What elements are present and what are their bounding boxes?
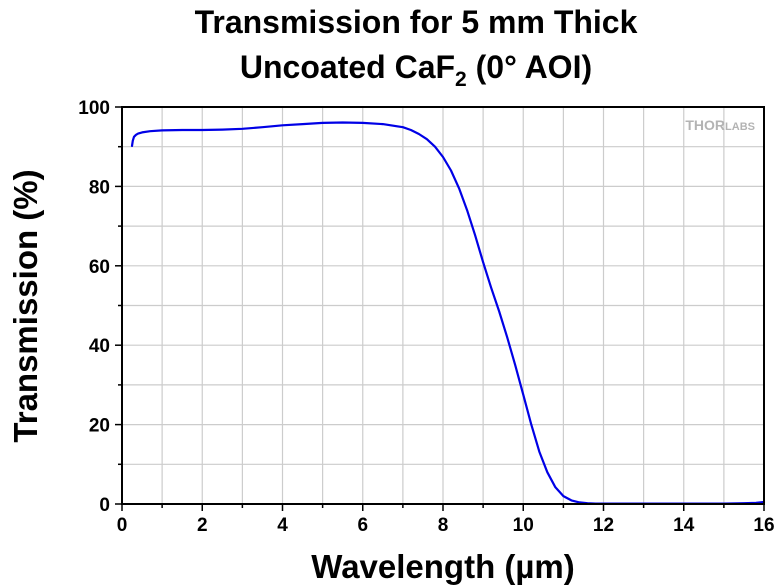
y-axis-label: Transmission (%) (7, 169, 44, 442)
x-tick-label: 14 (673, 515, 695, 536)
chart-title-line1: Transmission for 5 mm Thick (195, 4, 638, 40)
x-tick-label: 6 (357, 515, 368, 536)
x-tick-label: 0 (117, 515, 128, 536)
chart-title-line2-rest: (0° AOI) (467, 49, 592, 85)
x-axis-label: Wavelength (µm) (311, 548, 574, 585)
x-tick-label: 16 (753, 515, 774, 536)
x-tick-label: 8 (438, 515, 449, 536)
grid-lines (122, 107, 764, 504)
x-tick-label: 12 (593, 515, 614, 536)
watermark-thor: THOR (685, 117, 725, 133)
thorlabs-watermark: THORLABS (685, 117, 755, 133)
y-tick-label: 60 (89, 257, 110, 278)
chart-title-line2-main: Uncoated CaF (240, 49, 455, 85)
y-tick-label: 20 (89, 416, 110, 437)
y-tick-label: 100 (78, 98, 110, 119)
y-tick-labels: 0 20 40 60 80 100 (78, 98, 110, 516)
x-tick-label: 10 (513, 515, 534, 536)
watermark-labs: LABS (725, 121, 755, 133)
x-tick-label: 4 (277, 515, 288, 536)
x-tick-labels: 0 2 4 6 8 10 12 14 16 (117, 515, 775, 536)
y-tick-label: 40 (89, 336, 110, 357)
chart-title-line2-subscript: 2 (455, 68, 467, 91)
axis-ticks (115, 106, 765, 511)
y-tick-label: 80 (89, 177, 110, 198)
chart-title-line2: Uncoated CaF2 (0° AOI) (240, 49, 592, 91)
y-tick-label: 0 (99, 495, 110, 516)
plot-area (115, 106, 766, 511)
x-tick-label: 2 (197, 515, 208, 536)
